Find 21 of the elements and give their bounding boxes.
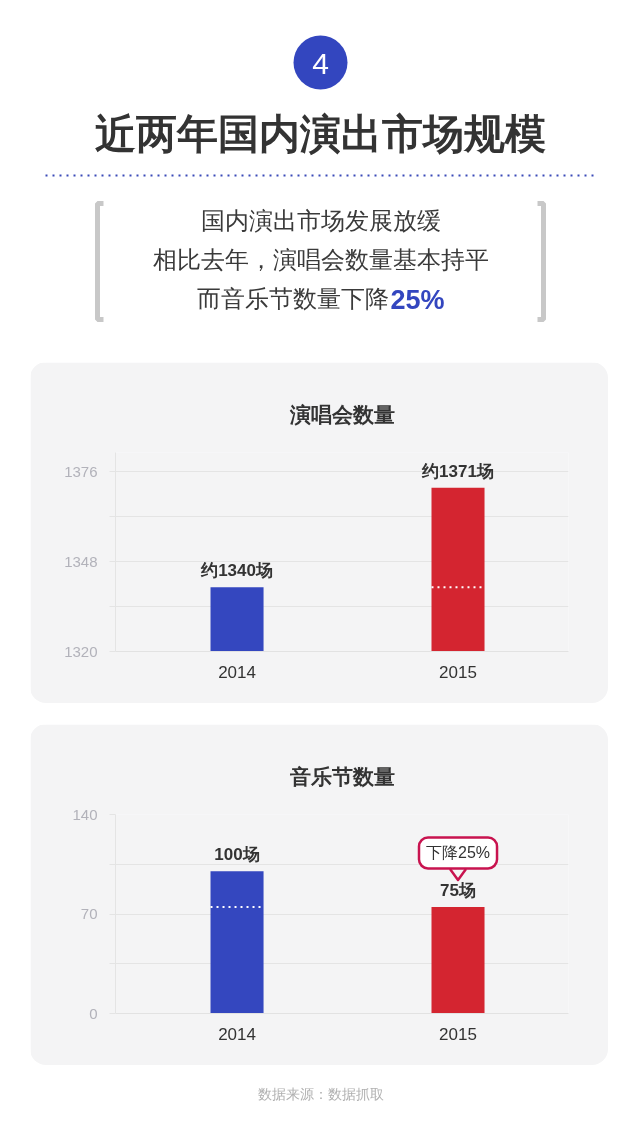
y-tick-label: 0 [89,1004,98,1022]
chart-title: 音乐节数量 [288,764,395,788]
data-label: 100场 [214,845,260,865]
annotation: 下降25% [426,844,491,862]
source-note: 数据来源：数据抓取 [257,1085,384,1102]
y-tick-label: 1376 [64,462,98,480]
y-tick-label: 140 [72,805,98,823]
text: 4 [312,46,329,80]
text: 国内演出市场发展放缓相比去年，演唱会数量基本持平而音乐节数量下降25% [152,207,489,315]
x-tick-label: 2014 [218,1024,256,1044]
y-tick-label: 70 [80,905,98,922]
data-label: 75场 [440,880,476,900]
text: 近两年国内演出市场规模 [95,110,546,157]
y-tick-label: 1320 [64,642,98,660]
x-tick-label: 2014 [218,662,256,682]
x-tick-label: 2015 [439,662,477,682]
x-tick-label: 2015 [439,1024,477,1044]
chart-title: 演唱会数量 [288,402,395,426]
data-label: 约1340场 [200,561,273,581]
y-tick-label: 1348 [64,552,98,570]
data-label: 约1371场 [421,461,494,481]
